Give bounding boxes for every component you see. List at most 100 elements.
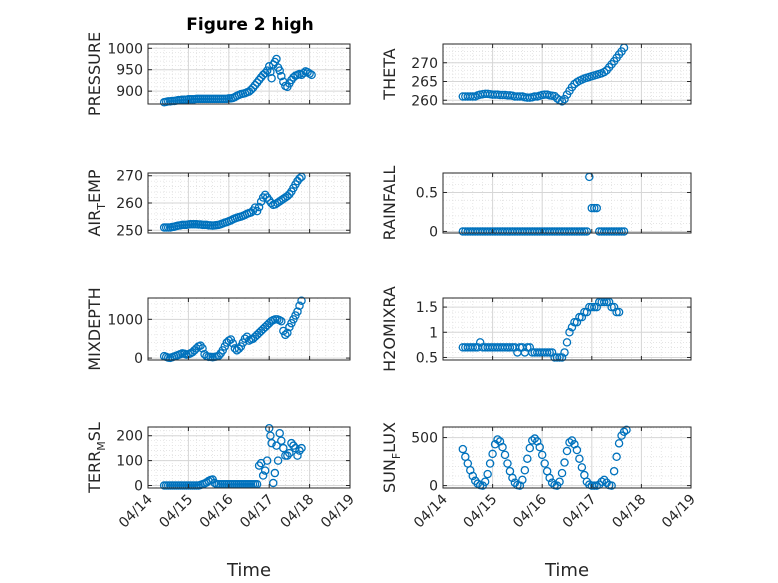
data-point [582, 307, 592, 317]
y-axis-label-rest: SL [85, 422, 104, 441]
data-point [572, 317, 582, 327]
data-point [518, 475, 527, 485]
data-point [557, 468, 567, 478]
data-point [560, 94, 569, 104]
x-tick-label: 04/15 [461, 492, 501, 532]
data-point [572, 445, 582, 455]
subplot-terr_msl: 0 100 200 04/14 04/15 04/16 04/17 04/18 04/19 Tim… [85, 422, 358, 581]
data-point [267, 438, 276, 448]
data-point [622, 425, 631, 435]
y-tick-label: 260 [116, 196, 143, 212]
data-point [458, 444, 468, 454]
data-point [285, 448, 294, 458]
data-point [283, 451, 292, 460]
data-point [555, 477, 564, 487]
data-point [535, 442, 544, 452]
data-point [614, 439, 624, 448]
data-point [305, 69, 314, 78]
data-point [557, 353, 567, 362]
x-axis-label: Time [226, 560, 271, 581]
y-axis-label: H2OMIXRA [380, 286, 399, 372]
y-axis-label-main: SUN [380, 459, 399, 493]
data-point [483, 469, 492, 479]
x-axis-label: Time [544, 560, 589, 581]
y-tick-label: 500 [411, 431, 438, 447]
data-point [500, 450, 510, 460]
axes-frame [442, 172, 692, 234]
figure-title: Figure 2 high [186, 15, 314, 35]
data-point [295, 301, 304, 310]
data-point [279, 77, 288, 86]
y-tick-label: 0.5 [416, 350, 438, 366]
data-point [307, 70, 316, 80]
data-point [560, 458, 569, 467]
data-point [268, 478, 278, 488]
data-point [493, 435, 502, 444]
x-tick-label: 04/19 [318, 492, 358, 532]
data-point [614, 307, 624, 317]
y-tick-label: 0 [134, 351, 143, 367]
data-point [254, 75, 264, 85]
data-point [567, 322, 577, 332]
y-axis-label-main: TERR [85, 451, 104, 494]
x-tick-label: 04/14 [411, 491, 451, 531]
y-tick-label: 950 [116, 63, 143, 79]
data-point [468, 343, 478, 352]
y-axis-label-subscript: F [390, 453, 403, 459]
x-tick-label: 04/17 [560, 492, 600, 532]
subplot-rainfall: 0 0.5 RAINFALL [380, 166, 692, 240]
data-point [520, 465, 530, 475]
data-point [277, 316, 286, 326]
data-point [266, 198, 276, 208]
y-tick-label: 250 [116, 223, 143, 239]
data-point [552, 353, 562, 362]
subplot-theta: 260 265 270 THETA [380, 43, 692, 109]
data-point [592, 302, 602, 312]
data-point [297, 443, 306, 453]
axes-background [148, 427, 350, 488]
y-tick-label: 1000 [107, 312, 143, 328]
axes-frame [147, 426, 351, 489]
data-point [597, 477, 606, 487]
data-point [575, 454, 584, 463]
data-point [609, 466, 619, 476]
data-point [599, 67, 609, 77]
x-tick-label: 04/18 [278, 492, 318, 532]
y-axis-label-subscript: M [95, 441, 108, 451]
axes-frame [147, 43, 351, 105]
data-point [577, 312, 587, 322]
data-point [498, 442, 507, 452]
axes-frame [442, 426, 692, 489]
data-point [468, 471, 478, 481]
data-point [545, 348, 554, 357]
data-point [277, 436, 286, 445]
y-tick-label: 100 [116, 454, 143, 470]
data-point [612, 307, 621, 317]
data-point [240, 334, 250, 343]
y-axis-label: TERRMSL [85, 422, 108, 494]
data-point [293, 307, 302, 316]
data-point [258, 471, 268, 480]
data-point [505, 343, 515, 352]
y-axis-label-main: AIR [85, 210, 104, 237]
data-point [270, 468, 280, 478]
data-point [612, 452, 621, 462]
data-point [508, 473, 517, 483]
data-point [523, 454, 532, 463]
data-point [503, 459, 512, 468]
data-point [537, 450, 547, 460]
x-tick-label: 04/19 [659, 492, 699, 532]
data-point [287, 438, 296, 448]
data-point [248, 83, 258, 92]
y-axis-label: SUNFLUX [380, 422, 403, 493]
y-axis-label-main: H2OMIXRA [380, 286, 399, 372]
y-axis-label: THETA [380, 48, 399, 100]
data-point [607, 481, 616, 490]
y-axis-label: PRESSURE [85, 32, 104, 116]
data-point [254, 461, 264, 470]
data-point [293, 451, 302, 460]
